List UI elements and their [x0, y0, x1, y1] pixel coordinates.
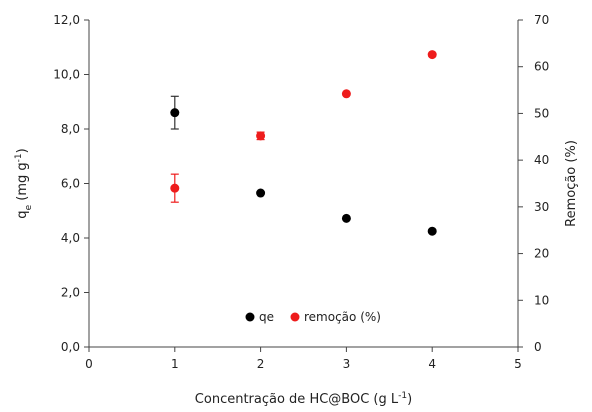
right-y-tick-label: 20	[534, 247, 549, 261]
legend-marker-remocao	[290, 312, 300, 322]
x-tick-label: 2	[257, 357, 265, 371]
x-tick-label: 3	[343, 357, 351, 371]
right-y-tick-label: 60	[534, 60, 549, 74]
x-tick-label: 5	[514, 357, 522, 371]
legend-label-qe: qe	[259, 310, 274, 324]
x-tick-label: 1	[171, 357, 179, 371]
data-marks	[170, 50, 437, 236]
right-y-tick-label: 50	[534, 106, 549, 120]
left-y-tick-label: 0,0	[61, 340, 80, 354]
left-y-tick-label: 10,0	[53, 68, 80, 82]
left-y-tick-label: 12,0	[53, 13, 80, 27]
left-y-axis-title: qe (mg g-1)	[14, 148, 34, 218]
data-point-remocao	[427, 50, 437, 60]
data-point-qe	[256, 188, 266, 198]
data-point-qe	[427, 226, 437, 236]
data-point-qe	[341, 213, 351, 223]
left-y-tick-label: 2,0	[61, 286, 80, 300]
left-y-tick-label: 8,0	[61, 122, 80, 136]
x-tick-label: 0	[85, 357, 93, 371]
data-point-remocao	[341, 89, 351, 99]
left-y-tick-label: 4,0	[61, 231, 80, 245]
right-y-tick-label: 10	[534, 293, 549, 307]
right-y-tick-label: 0	[534, 340, 542, 354]
right-y-axis-title: Remoção (%)	[564, 140, 579, 227]
left-y-axis-ticks: 0,0 2,0 4,0 6,0 8,0 10,0 12,0	[53, 13, 89, 354]
x-axis-ticks: 0 1 2 3 4 5	[85, 347, 522, 371]
legend-label-remocao: remoção (%)	[304, 310, 381, 324]
right-y-axis-ticks: 0 10 20 30 40 50 60 70	[518, 13, 549, 354]
data-point-qe	[170, 108, 180, 118]
left-y-tick-label: 6,0	[61, 177, 80, 191]
x-tick-label: 4	[428, 357, 436, 371]
legend: qe remoção (%)	[245, 310, 381, 324]
data-point-remocao	[170, 183, 180, 193]
data-point-remocao	[256, 131, 266, 141]
right-y-tick-label: 30	[534, 200, 549, 214]
legend-marker-qe	[245, 312, 255, 322]
x-axis-title: Concentração de HC@BOC (g L-1)	[195, 391, 412, 407]
axes	[88, 20, 519, 348]
right-y-tick-label: 40	[534, 153, 549, 167]
right-y-tick-label: 70	[534, 13, 549, 27]
